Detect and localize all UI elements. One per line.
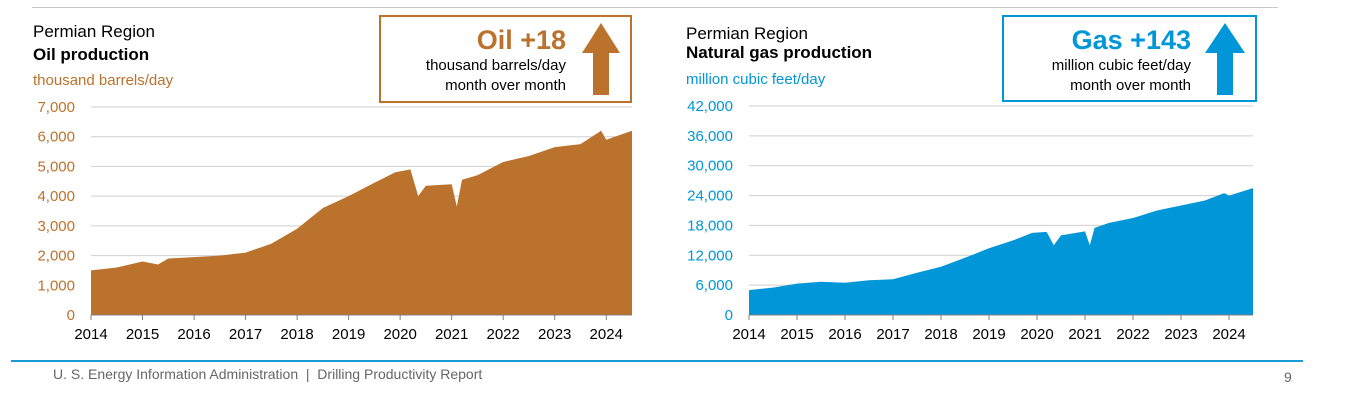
x-tick-label: 2021 <box>435 326 468 343</box>
gas-callout-value: Gas +143 <box>1071 25 1191 55</box>
x-tick-label: 2015 <box>126 326 159 343</box>
y-tick-label: 18,000 <box>687 217 733 234</box>
y-tick-label: 30,000 <box>687 158 733 175</box>
oil-panel: Permian Region Oil production thousand b… <box>0 0 660 360</box>
y-tick-label: 7,000 <box>37 99 75 116</box>
y-tick-label: 0 <box>725 307 733 324</box>
x-tick-label: 2024 <box>1212 326 1245 343</box>
x-tick-label: 2023 <box>538 326 571 343</box>
y-tick-label: 24,000 <box>687 188 733 205</box>
x-tick-label: 2020 <box>1020 326 1053 343</box>
y-tick-label: 0 <box>67 307 75 324</box>
y-tick-label: 4,000 <box>37 188 75 205</box>
y-tick-label: 36,000 <box>687 128 733 145</box>
x-tick-label: 2017 <box>876 326 909 343</box>
x-tick-label: 2020 <box>383 326 416 343</box>
page-number: 9 <box>1284 369 1292 385</box>
y-tick-label: 5,000 <box>37 158 75 175</box>
x-tick-label: 2022 <box>487 326 520 343</box>
y-tick-label: 42,000 <box>687 98 733 115</box>
x-tick-label: 2016 <box>177 326 210 343</box>
x-tick-label: 2019 <box>972 326 1005 343</box>
oil-callout: Oil +18 thousand barrels/day month over … <box>379 15 632 103</box>
gas-unit-label: million cubic feet/day <box>686 71 826 88</box>
oil-callout-period: month over month <box>445 77 566 94</box>
x-tick-label: 2014 <box>74 326 107 343</box>
footer-text: U. S. Energy Information Administration … <box>53 366 483 382</box>
y-tick-label: 1,000 <box>37 277 75 294</box>
gas-chart-title: Natural gas production <box>686 43 873 62</box>
y-tick-label: 3,000 <box>37 218 75 235</box>
y-tick-label: 2,000 <box>37 248 75 265</box>
x-tick-label: 2017 <box>229 326 262 343</box>
oil-region-label: Permian Region <box>33 22 155 41</box>
oil-chart-title: Oil production <box>33 45 150 64</box>
gas-callout-period: month over month <box>1070 77 1191 94</box>
y-tick-label: 12,000 <box>687 247 733 264</box>
gas-panel: Permian Region Natural gas production mi… <box>672 0 1312 360</box>
oil-callout-unit: thousand barrels/day <box>425 57 566 74</box>
y-tick-label: 6,000 <box>695 277 733 294</box>
up-arrow-icon <box>582 23 620 95</box>
x-tick-label: 2023 <box>1164 326 1197 343</box>
x-tick-label: 2018 <box>280 326 313 343</box>
gas-callout: Gas +143 million cubic feet/day month ov… <box>1002 15 1257 102</box>
oil-unit-label: thousand barrels/day <box>33 72 174 89</box>
gas-area-chart: 0 6,000 12,000 18,000 24,000 30,000 36,000 42,0… <box>687 98 1253 343</box>
gas-region-label: Permian Region <box>686 24 808 43</box>
up-arrow-icon <box>1205 23 1245 95</box>
x-tick-label: 2014 <box>732 326 765 343</box>
x-tick-label: 2022 <box>1116 326 1149 343</box>
y-tick-label: 6,000 <box>37 129 75 146</box>
x-tick-label: 2019 <box>332 326 365 343</box>
oil-callout-value: Oil +18 <box>476 25 566 55</box>
x-tick-label: 2021 <box>1068 326 1101 343</box>
footer-rule <box>11 360 1303 362</box>
top-rule <box>32 7 1278 8</box>
x-tick-label: 2016 <box>828 326 861 343</box>
x-tick-label: 2024 <box>590 326 623 343</box>
series-area <box>749 188 1253 315</box>
oil-area-chart: 0 1,000 2,000 3,000 4,000 5,000 6,000 7,000 2014… <box>37 99 632 343</box>
x-tick-label: 2015 <box>780 326 813 343</box>
x-tick-label: 2018 <box>924 326 957 343</box>
gas-callout-unit: million cubic feet/day <box>1051 57 1191 74</box>
series-area <box>91 130 632 315</box>
